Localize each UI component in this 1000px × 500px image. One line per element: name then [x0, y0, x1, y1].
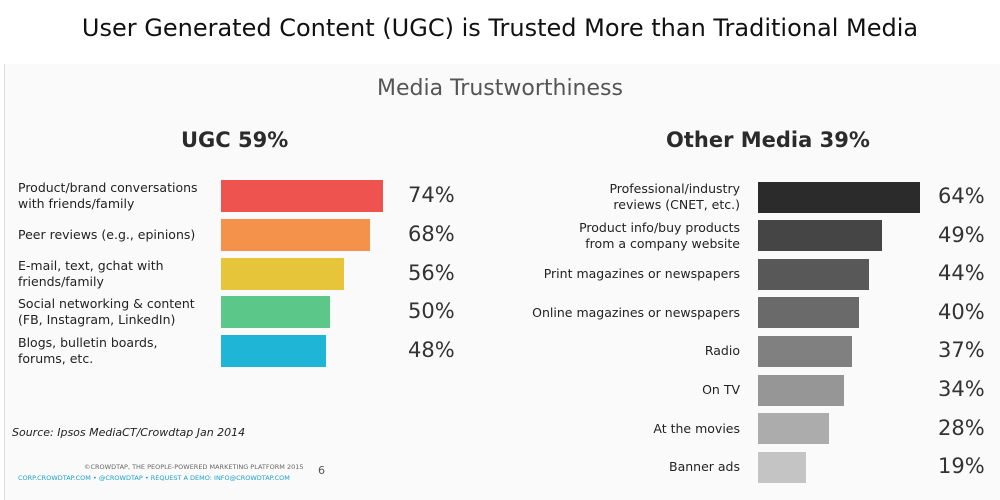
ugc-bar: [221, 257, 344, 290]
other-media-bar: [758, 297, 860, 329]
other-media-value-label: 40%: [938, 299, 985, 324]
other-media-value-label: 44%: [938, 261, 985, 286]
source-note: Source: Ipsos MediaCT/Crowdtap Jan 2014: [12, 426, 246, 439]
other-media-category-label: Banner ads: [669, 459, 740, 475]
other-media-value-label: 37%: [938, 338, 985, 363]
other-media-value-label: 64%: [938, 184, 985, 208]
other-media-category-label: Online magazines or newspapers: [532, 304, 740, 320]
ugc-bar: [221, 335, 327, 367]
ugc-bar: [221, 180, 383, 212]
other-media-bar: [758, 258, 870, 290]
footer-links: CORP.CROWDTAP.COM • @CROWDTAP • REQUEST …: [18, 474, 290, 482]
ugc-value-label: 74%: [408, 183, 455, 207]
other-media-heading: Other Media 39%: [666, 128, 870, 152]
other-media-bar: [758, 220, 883, 252]
other-media-category-label: Product info/buy products from a company…: [579, 219, 740, 251]
other-media-category-label: Print magazines or newspapers: [543, 266, 740, 282]
other-media-bar: [758, 181, 920, 213]
other-media-category-label: At the movies: [653, 420, 740, 436]
page-number: 6: [318, 464, 325, 477]
other-media-value-label: 19%: [938, 454, 985, 479]
other-media-value-label: 49%: [938, 222, 985, 247]
other-media-category-label: On TV: [702, 382, 740, 397]
other-media-bar: [758, 335, 852, 367]
ugc-bar: [221, 296, 331, 329]
other-media-value-label: 28%: [938, 415, 985, 440]
chart-overall-title: Media Trustworthiness: [377, 76, 623, 101]
other-media-category-label: Professional/industry reviews (CNET, etc…: [609, 181, 740, 212]
ugc-bar: [221, 218, 370, 251]
ugc-value-label: 50%: [408, 299, 455, 324]
other-media-category-label: Radio: [704, 343, 740, 359]
ugc-category-label: Social networking & content (FB, Instagr…: [18, 296, 195, 328]
ugc-heading: UGC 59%: [181, 128, 289, 152]
ugc-category-label: Product/brand conversations with friends…: [18, 180, 198, 211]
ugc-category-label: Blogs, bulletin boards, forums, etc.: [18, 335, 158, 366]
other-media-bar: [758, 413, 829, 445]
other-media-bar: [758, 451, 807, 483]
slide-title: User Generated Content (UGC) is Trusted …: [81, 14, 919, 42]
other-media-value-label: 34%: [938, 377, 985, 401]
footer-copyright: ©CROWDTAP, THE PEOPLE-POWERED MARKETING …: [84, 463, 304, 471]
ugc-category-label: E-mail, text, gchat with friends/family: [18, 257, 164, 289]
ugc-value-label: 48%: [408, 338, 455, 362]
ugc-value-label: 56%: [408, 260, 455, 285]
ugc-value-label: 68%: [408, 221, 455, 246]
ugc-category-label: Peer reviews (e.g., epinions): [18, 226, 196, 242]
other-media-bar: [758, 374, 845, 406]
